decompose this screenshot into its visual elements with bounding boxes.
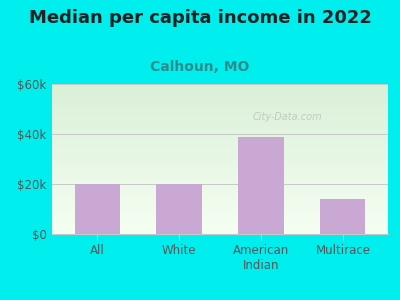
Text: City-Data.com: City-Data.com	[252, 112, 322, 122]
Text: Median per capita income in 2022: Median per capita income in 2022	[28, 9, 372, 27]
Bar	[320, 199, 366, 234]
Bar	[238, 136, 284, 234]
Text: Calhoun, MO: Calhoun, MO	[150, 60, 250, 74]
Bar	[156, 184, 202, 234]
Bar	[74, 184, 120, 234]
